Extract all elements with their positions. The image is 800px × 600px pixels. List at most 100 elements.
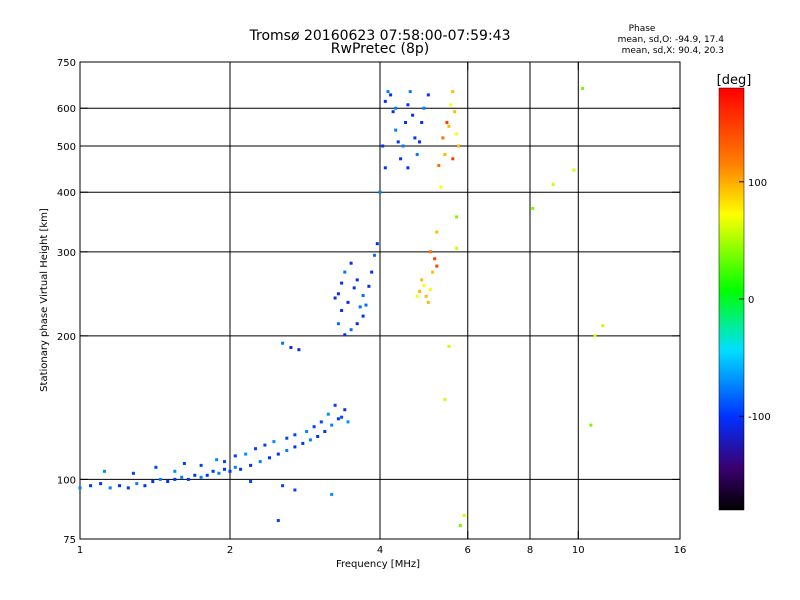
y-tick-label: 750 xyxy=(57,58,76,69)
data-point xyxy=(154,465,158,469)
data-point xyxy=(413,136,417,140)
y-tick-label: 500 xyxy=(57,142,76,153)
data-point xyxy=(285,449,289,452)
data-point xyxy=(258,460,262,464)
data-point xyxy=(151,480,155,483)
chart-subtitle: RwPretec (8p) xyxy=(331,41,429,57)
data-point xyxy=(126,486,130,490)
y-tick-label: 75 xyxy=(63,535,76,546)
data-point xyxy=(340,281,344,285)
stats-o-line: mean, sd,O: -94.9, 17.4 xyxy=(618,35,725,45)
data-point xyxy=(223,467,226,471)
x-tick-labels: 1 2 4 6 8 10 16 xyxy=(77,545,687,556)
data-point xyxy=(305,430,309,433)
data-point xyxy=(396,140,400,144)
colorbar-label: [deg] xyxy=(717,73,752,88)
data-point xyxy=(420,121,424,124)
data-point xyxy=(458,524,462,528)
data-point xyxy=(158,477,162,481)
x-tick-label: 6 xyxy=(465,545,471,556)
data-point xyxy=(249,463,253,467)
data-point xyxy=(217,471,221,475)
data-point xyxy=(233,465,237,469)
data-point xyxy=(589,423,593,427)
data-point xyxy=(445,121,449,124)
data-point xyxy=(367,284,371,288)
data-point xyxy=(118,484,121,488)
data-point xyxy=(343,333,347,337)
x-tick-label: 10 xyxy=(572,545,585,556)
data-point xyxy=(383,99,387,103)
y-axis-label: Stationary phase Virtual Height [km] xyxy=(39,208,50,392)
data-point xyxy=(336,417,340,421)
data-point xyxy=(408,90,412,94)
data-point xyxy=(441,136,445,140)
data-point xyxy=(233,454,237,458)
data-point xyxy=(361,294,365,297)
data-point xyxy=(399,157,403,161)
y-tick-label: 200 xyxy=(57,332,76,343)
colorbar-ticks: 100 0 -100 xyxy=(739,178,771,423)
data-point xyxy=(386,90,390,94)
data-point xyxy=(312,425,316,429)
y-tick-label: 400 xyxy=(57,188,76,199)
x-tick-label: 1 xyxy=(77,545,83,556)
data-point xyxy=(316,435,320,438)
x-tick-label: 16 xyxy=(674,545,687,556)
data-point xyxy=(343,270,347,274)
data-point xyxy=(355,322,359,326)
data-point xyxy=(378,190,382,194)
data-point xyxy=(443,398,447,402)
data-point xyxy=(451,157,455,161)
data-point xyxy=(389,93,393,97)
stats-heading: Phase xyxy=(629,24,656,34)
data-point xyxy=(215,458,219,462)
data-point xyxy=(301,441,305,445)
data-point xyxy=(433,257,437,261)
x-tick-label: 2 xyxy=(227,545,233,556)
x-tick-label: 4 xyxy=(377,545,383,556)
data-point xyxy=(364,303,368,307)
data-point xyxy=(199,475,203,479)
data-point xyxy=(531,206,535,210)
data-point xyxy=(443,153,447,156)
y-tick-label: 300 xyxy=(57,248,76,259)
data-point xyxy=(352,286,356,290)
data-point xyxy=(330,492,334,496)
data-point xyxy=(381,144,385,148)
data-point xyxy=(415,294,419,298)
data-point xyxy=(439,185,443,189)
data-point xyxy=(601,324,605,328)
data-point xyxy=(182,462,186,465)
data-point xyxy=(173,469,177,473)
data-point xyxy=(173,477,177,481)
y-tick-label: 100 xyxy=(57,475,76,486)
data-point xyxy=(394,106,398,110)
data-point xyxy=(451,90,455,94)
data-point xyxy=(346,300,350,304)
data-points xyxy=(78,87,605,528)
data-point xyxy=(431,270,435,274)
data-point xyxy=(268,456,271,460)
data-point xyxy=(263,443,267,447)
data-point xyxy=(293,488,297,492)
data-point xyxy=(355,278,359,282)
data-point xyxy=(78,486,82,490)
colorbar-tick-label: 0 xyxy=(748,295,754,306)
data-point xyxy=(349,261,353,265)
data-point xyxy=(455,132,459,136)
data-point xyxy=(418,140,421,144)
data-point xyxy=(426,93,430,97)
colorbar-tick-label: -100 xyxy=(748,412,771,423)
data-point xyxy=(593,334,597,338)
data-point xyxy=(449,103,453,107)
data-point xyxy=(333,403,337,407)
data-point xyxy=(297,348,301,352)
data-point xyxy=(343,408,347,412)
y-tick-labels: 75 100 200 300 400 500 600 750 xyxy=(57,58,76,546)
data-point xyxy=(239,467,243,471)
data-point xyxy=(186,477,190,481)
data-point xyxy=(293,433,297,437)
data-point xyxy=(422,284,426,287)
